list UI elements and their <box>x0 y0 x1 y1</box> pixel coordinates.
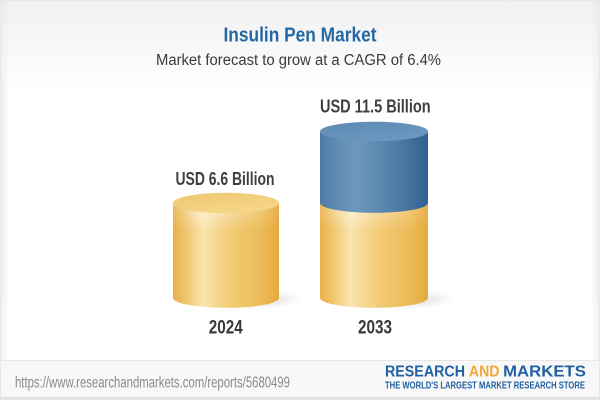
svg-text:MARKETS: MARKETS <box>503 364 586 381</box>
svg-text:USD 11.5 Billion: USD 11.5 Billion <box>320 96 431 117</box>
svg-text:2033: 2033 <box>358 317 392 338</box>
svg-text:Insulin Pen Market: Insulin Pen Market <box>224 24 377 47</box>
svg-text:2024: 2024 <box>209 317 243 338</box>
svg-text:AND: AND <box>469 364 500 381</box>
svg-text:RESEARCH: RESEARCH <box>385 364 465 381</box>
svg-text:USD 6.6 Billion: USD 6.6 Billion <box>176 168 275 189</box>
svg-text:https://www.researchandmarkets: https://www.researchandmarkets.com/repor… <box>15 374 290 391</box>
svg-text:Market forecast to grow at a C: Market forecast to grow at a CAGR of 6.4… <box>156 52 441 69</box>
svg-text:THE WORLD'S LARGEST MARKET RES: THE WORLD'S LARGEST MARKET RESEARCH STOR… <box>385 381 585 392</box>
